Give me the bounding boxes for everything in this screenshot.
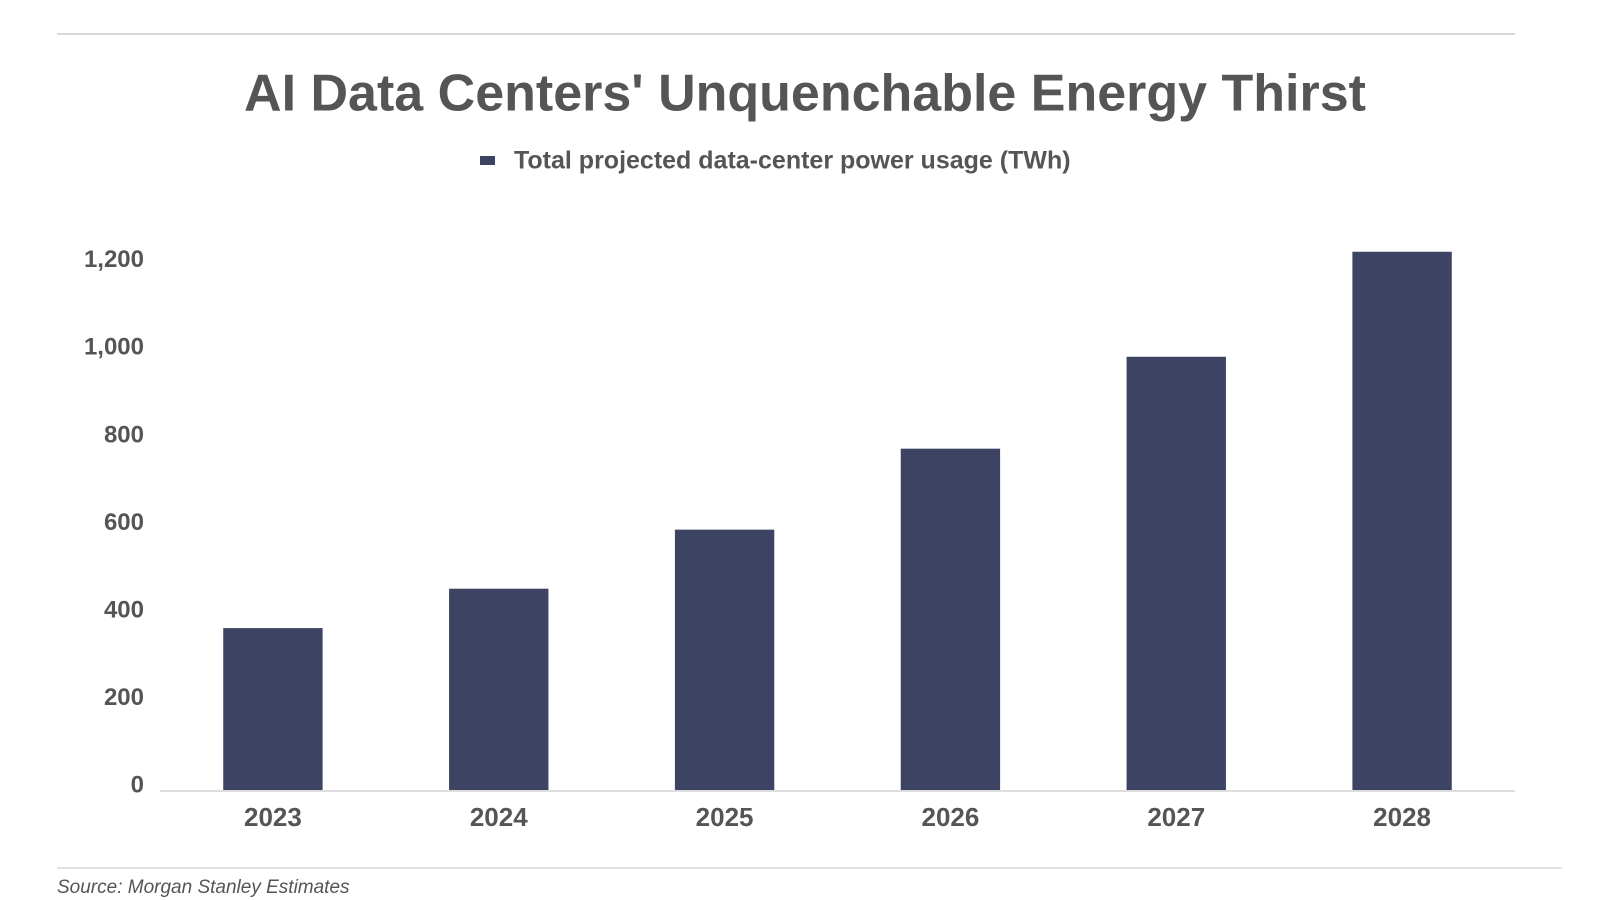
bar bbox=[1126, 356, 1226, 790]
source-note: Source: Morgan Stanley Estimates bbox=[57, 877, 350, 898]
x-tick-label: 2024 bbox=[470, 802, 528, 832]
y-tick-label: 0 bbox=[131, 771, 144, 798]
x-tick-label: 2026 bbox=[921, 802, 979, 832]
chart-title: AI Data Centers' Unquenchable Energy Thi… bbox=[244, 65, 1366, 123]
bar bbox=[223, 628, 323, 790]
bar bbox=[674, 529, 775, 790]
bar bbox=[449, 588, 549, 790]
y-tick-label: 800 bbox=[104, 421, 144, 448]
y-tick-label: 600 bbox=[104, 509, 144, 536]
y-tick-label: 400 bbox=[104, 596, 144, 623]
y-tick-label: 1,200 bbox=[84, 246, 144, 273]
x-tick-label: 2025 bbox=[696, 802, 754, 832]
x-tick-label: 2023 bbox=[244, 802, 302, 832]
y-tick-label: 1,000 bbox=[84, 334, 144, 361]
bar bbox=[1352, 251, 1452, 790]
x-tick-label: 2028 bbox=[1373, 802, 1431, 832]
legend-swatch bbox=[480, 156, 495, 165]
legend-label: Total projected data-center power usage … bbox=[514, 147, 1071, 175]
x-tick-label: 2027 bbox=[1147, 802, 1205, 832]
y-tick-label: 200 bbox=[104, 684, 144, 711]
bar bbox=[900, 448, 1001, 790]
